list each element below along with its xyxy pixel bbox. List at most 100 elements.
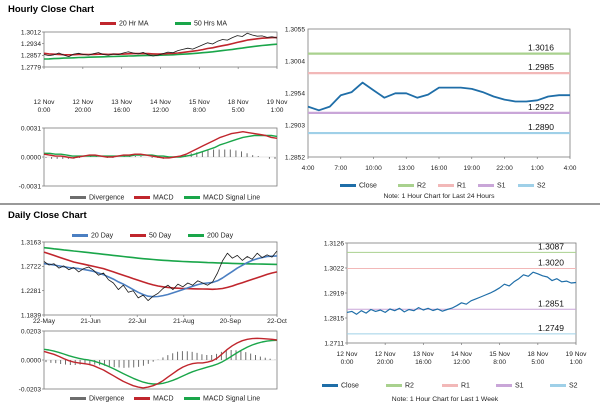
- daily-level-r2-label: 1.3087: [538, 241, 564, 251]
- hourly-price-y-tick-label: 1.2857: [21, 53, 42, 60]
- hourly-levels-x-tick-label: 13:00: [398, 165, 415, 172]
- daily-macd-y-tick-label: 0.0000: [21, 357, 42, 364]
- daily-price-legend-label: 200 Day: [207, 233, 234, 240]
- hourly-price-x-tick-label: 14 Nov 12:00: [150, 99, 172, 114]
- hourly-levels-legend-swatch: [478, 184, 494, 187]
- hourly-macd-legend-label: MACD Signal Line: [203, 195, 260, 202]
- daily-levels-legend-label: S1: [515, 383, 524, 390]
- daily-price-legend-swatch: [130, 234, 146, 237]
- daily-price-x-tick-label: 22-Jul: [128, 318, 146, 325]
- hourly-price-y-tick-label: 1.2779: [21, 64, 42, 71]
- daily-levels-legend-label: R2: [405, 383, 414, 390]
- section-divider: [0, 203, 600, 205]
- daily-price-y-tick-label: 1.3163: [21, 239, 42, 246]
- daily-levels-legend-swatch: [496, 384, 512, 387]
- daily-levels-x-tick-label: 14 Nov 12:00: [451, 351, 473, 366]
- hourly-price-close-line: [43, 32, 278, 57]
- daily-levels-note: Note: 1 Hour Chart for Last 1 Week: [392, 396, 499, 403]
- hourly-levels-legend-swatch: [438, 184, 454, 187]
- daily-price-x-tick-label: 22-Oct: [267, 318, 287, 325]
- hourly-levels-y-tick-label: 1.2903: [285, 122, 306, 129]
- daily-levels-legend-swatch: [442, 384, 458, 387]
- daily-macd-legend-label: MACD Signal Line: [203, 396, 260, 403]
- hourly-level-s2-label: 1.2890: [528, 122, 554, 132]
- hourly-macd-y-tick-label: 0.0031: [21, 125, 42, 132]
- daily-price-y-tick-label: 1.2281: [21, 288, 42, 295]
- daily-level-s2-label: 1.2749: [538, 323, 564, 333]
- daily-macd-legend-label: MACD: [153, 396, 174, 403]
- hourly-price-legend-swatch: [100, 22, 116, 25]
- daily-price-y-tick-label: 1.1839: [21, 312, 42, 319]
- hourly-levels-y-tick-label: 1.2954: [285, 90, 306, 97]
- daily-price-x-tick-label: 21-Jun: [81, 318, 101, 325]
- hourly-price-x-tick-label: 15 Nov 8:00: [189, 99, 211, 114]
- daily-macd-legend-swatch: [184, 397, 200, 400]
- hourly-levels-legend-swatch: [518, 184, 534, 187]
- hourly-section-title: Hourly Close Chart: [8, 4, 95, 15]
- daily-price-y-tick-label: 1.2722: [21, 264, 42, 271]
- hourly-levels-y-tick-label: 1.2852: [285, 154, 306, 161]
- hourly-level-r2-label: 1.3016: [528, 43, 554, 53]
- daily-levels-y-tick-label: 1.3126: [324, 240, 345, 247]
- daily-levels-y-tick-label: 1.2711: [324, 340, 344, 347]
- hourly-price-x-tick-label: 18 Nov 5:00: [228, 99, 250, 114]
- hourly-price-20hr-ma-line: [43, 36, 277, 56]
- daily-macd-signal-line: [43, 339, 278, 385]
- hourly-levels-legend-label: S2: [537, 183, 546, 190]
- hourly-levels-y-tick-label: 1.3055: [285, 26, 306, 33]
- hourly-macd-signal-line: [44, 134, 278, 158]
- hourly-levels-x-tick-label: 1:00: [531, 165, 544, 172]
- hourly-price-x-tick-label: 12 Nov 0:00: [34, 99, 56, 114]
- hourly-macd-y-tick-label: 0.0000: [21, 154, 42, 161]
- hourly-level-s1-label: 1.2922: [528, 102, 554, 112]
- daily-price-close-line: [43, 250, 278, 302]
- hourly-price-y-tick-label: 1.2934: [21, 41, 42, 48]
- daily-price-legend-label: 20 Day: [91, 233, 114, 240]
- daily-levels-close-line: [346, 271, 577, 315]
- hourly-macd-legend-label: Divergence: [89, 195, 125, 202]
- daily-levels-legend-swatch: [322, 384, 338, 387]
- hourly-levels-x-tick-label: 4:00: [564, 165, 577, 172]
- daily-levels-x-tick-label: 13 Nov 16:00: [413, 351, 435, 366]
- daily-levels-x-tick-label: 19 Nov 1:00: [566, 351, 588, 366]
- daily-levels-y-tick-label: 1.2815: [324, 315, 345, 322]
- daily-macd-y-tick-label: 0.0203: [21, 328, 42, 335]
- hourly-levels-legend-swatch: [340, 184, 356, 187]
- daily-macd-y-tick-label: -0.0203: [19, 386, 42, 393]
- daily-section-title: Daily Close Chart: [8, 210, 87, 221]
- hourly-levels-legend-label: R2: [417, 183, 426, 190]
- daily-price-legend-swatch: [72, 234, 88, 237]
- hourly-macd-legend-swatch: [134, 196, 150, 199]
- hourly-levels-x-tick-label: 22:00: [496, 165, 513, 172]
- hourly-price-legend-label: 20 Hr MA: [119, 21, 149, 28]
- hourly-levels-x-tick-label: 19:00: [463, 165, 480, 172]
- hourly-levels-x-tick-label: 16:00: [431, 165, 448, 172]
- daily-levels-x-tick-label: 12 Nov 0:00: [337, 351, 359, 366]
- daily-level-s1-label: 1.2851: [538, 298, 564, 308]
- daily-level-r1-label: 1.3020: [538, 258, 564, 268]
- hourly-price-legend-label: 50 Hrs MA: [194, 21, 227, 28]
- hourly-macd-legend-swatch: [184, 196, 200, 199]
- hourly-macd-legend-swatch: [70, 196, 86, 199]
- hourly-price-y-tick-label: 1.3012: [21, 29, 42, 36]
- daily-levels-x-tick-label: 15 Nov 8:00: [489, 351, 511, 366]
- daily-levels-x-tick-label: 12 Nov 20:00: [375, 351, 397, 366]
- hourly-levels-x-tick-label: 10:00: [365, 165, 382, 172]
- hourly-levels-legend-swatch: [398, 184, 414, 187]
- hourly-levels-legend-label: R1: [457, 183, 466, 190]
- hourly-price-x-tick-label: 12 Nov 20:00: [72, 99, 94, 114]
- hourly-levels-note: Note: 1 Hour Chart for Last 24 Hours: [383, 193, 495, 200]
- daily-price-x-tick-label: 22-May: [33, 318, 56, 325]
- hourly-level-r1-label: 1.2985: [528, 62, 554, 72]
- hourly-levels-x-tick-label: 7:00: [334, 165, 347, 172]
- hourly-price-x-tick-label: 19 Nov 1:00: [267, 99, 289, 114]
- hourly-price-50hr-ma-line: [43, 43, 278, 60]
- daily-price-plot-frame: [43, 241, 278, 316]
- daily-macd-legend-swatch: [134, 397, 150, 400]
- hourly-macd-legend-label: MACD: [153, 195, 174, 202]
- daily-price-200day-line: [43, 246, 278, 266]
- daily-price-50day-line: [43, 251, 278, 291]
- hourly-levels-legend-label: Close: [359, 183, 377, 190]
- daily-price-x-tick-label: 21-Aug: [173, 318, 195, 325]
